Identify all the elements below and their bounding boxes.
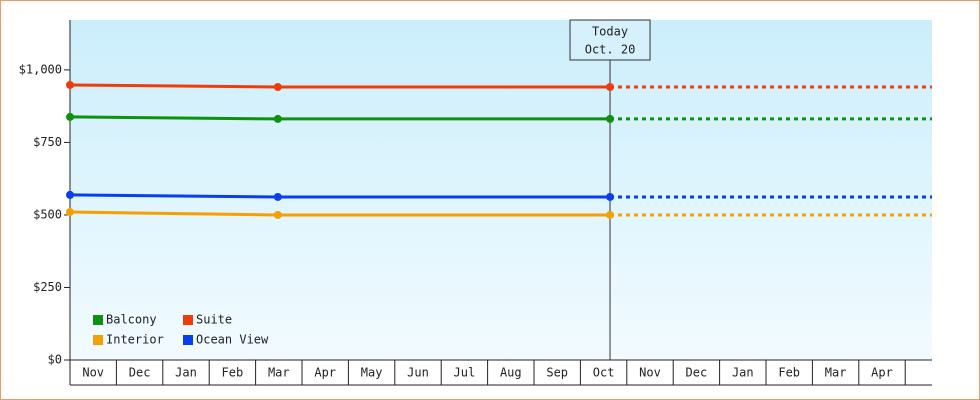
point — [273, 192, 282, 201]
point — [606, 114, 615, 123]
x-tick-label: Sep — [546, 366, 568, 380]
point — [606, 192, 615, 201]
point — [66, 80, 74, 89]
point — [273, 83, 282, 92]
x-tick-label: Apr — [871, 366, 893, 380]
x-tick-label: Mar — [268, 366, 290, 380]
point — [273, 210, 282, 219]
x-tick-label: Feb — [778, 366, 800, 380]
legend-label: Balcony — [106, 313, 157, 327]
legend-label: Ocean View — [196, 333, 269, 347]
point — [273, 114, 282, 123]
legend-swatch — [183, 315, 193, 325]
x-tick-label: Dec — [129, 366, 151, 380]
x-tick-label: Nov — [82, 366, 104, 380]
x-tick-label: Jan — [732, 366, 754, 380]
legend-swatch — [183, 335, 193, 345]
x-tick-label: Jun — [407, 366, 429, 380]
today-box — [569, 19, 651, 61]
legend-swatch — [93, 315, 103, 325]
y-tick-label: $0 — [48, 353, 62, 367]
x-tick-label: Jul — [454, 366, 476, 380]
legend-label: Interior — [106, 333, 164, 347]
x-tick-label: Feb — [222, 366, 244, 380]
y-tick-label: $500 — [33, 207, 62, 221]
legend-swatch — [93, 335, 103, 345]
today-label: Oct. 20 — [585, 43, 636, 57]
point — [606, 83, 615, 92]
today-label: Today — [592, 25, 628, 39]
point — [606, 210, 615, 219]
legend-label: Suite — [196, 313, 232, 327]
y-tick-label: $750 — [33, 135, 62, 149]
x-tick-label: Jan — [175, 366, 197, 380]
x-tick-label: May — [361, 366, 383, 380]
x-tick-label: Nov — [639, 366, 661, 380]
x-tick-label: Aug — [500, 366, 522, 380]
x-tick-label: Oct — [593, 366, 615, 380]
point — [66, 208, 74, 217]
x-tick-label: Dec — [686, 366, 708, 380]
y-tick-label: $250 — [33, 280, 62, 294]
y-tick-label: $1,000 — [19, 62, 62, 76]
point — [66, 190, 74, 199]
x-tick-label: Apr — [314, 366, 336, 380]
point — [66, 112, 74, 121]
plot-area — [70, 20, 932, 360]
x-tick-label: Mar — [825, 366, 847, 380]
